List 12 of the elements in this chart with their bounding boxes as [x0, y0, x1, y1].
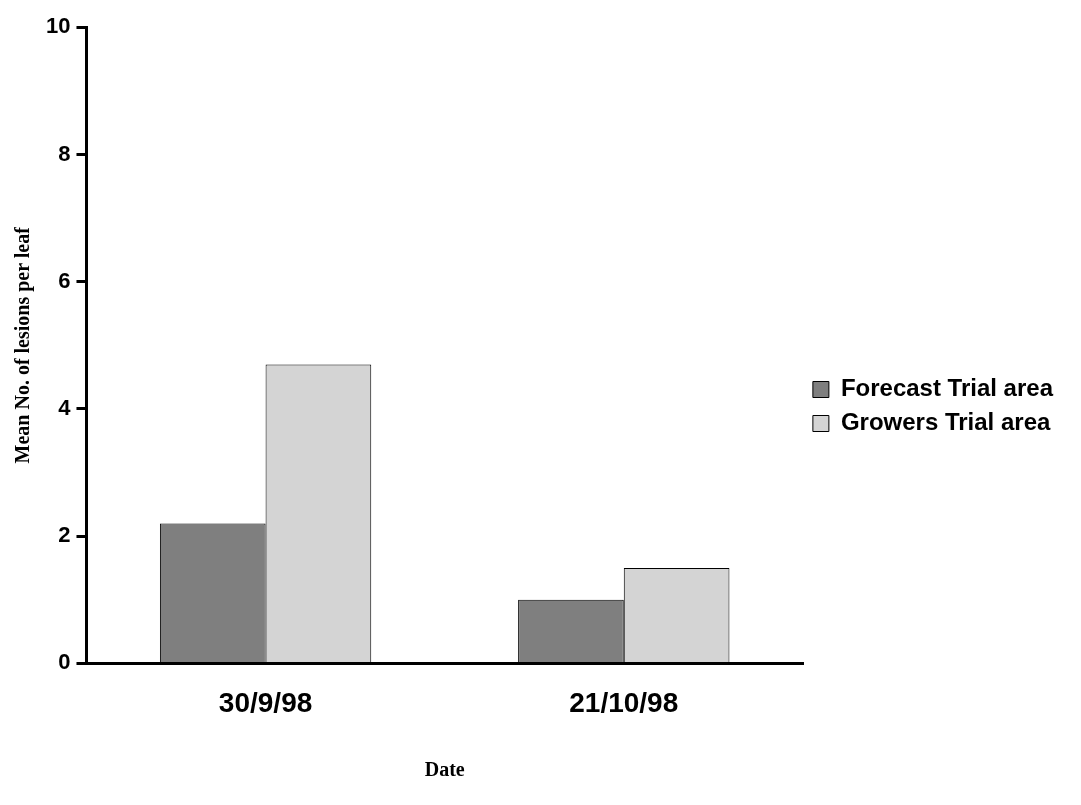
y-axis-title: Mean No. of lesions per leaf: [11, 226, 35, 464]
y-tick-label: 6: [58, 267, 71, 293]
y-tick-label: 2: [58, 522, 71, 548]
x-tick-label: 30/9/98: [218, 686, 313, 718]
y-tick-label: 4: [58, 394, 72, 420]
legend-label: Forecast Trial area: [840, 374, 1054, 402]
y-tick-label: 8: [58, 140, 71, 166]
y-tick-label: 0: [58, 649, 71, 675]
x-axis-title: Date: [424, 758, 465, 781]
x-tick-label: 21/10/98: [569, 686, 679, 718]
legend-label: Growers Trial area: [840, 408, 1051, 436]
y-tick-label: 10: [45, 13, 71, 39]
